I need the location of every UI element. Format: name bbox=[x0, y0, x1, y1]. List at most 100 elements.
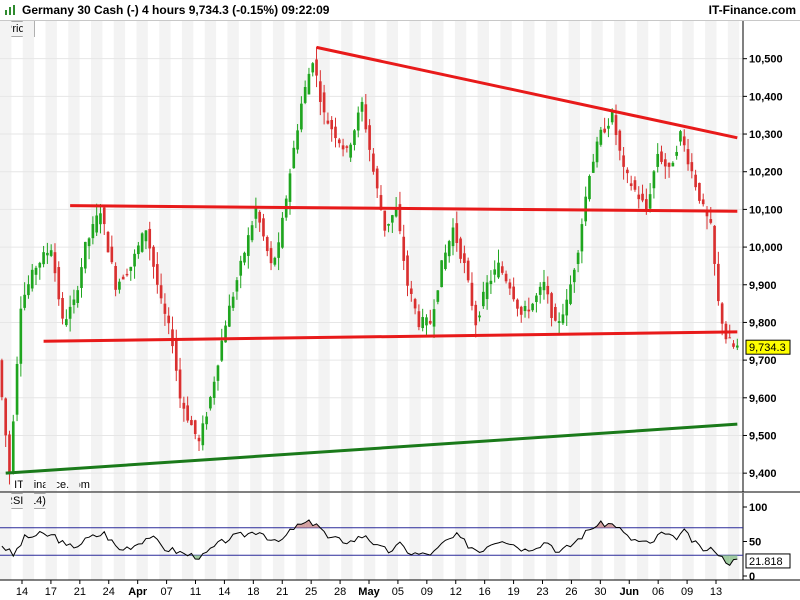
candle-body bbox=[637, 194, 641, 200]
candle bbox=[148, 221, 152, 261]
grid-band bbox=[136, 21, 148, 492]
candle bbox=[19, 296, 23, 377]
candle-body bbox=[356, 112, 360, 131]
candle-body bbox=[114, 265, 117, 290]
candle bbox=[599, 126, 603, 147]
candle bbox=[356, 106, 360, 138]
candle-body bbox=[565, 299, 569, 316]
candle bbox=[337, 137, 341, 148]
candle bbox=[603, 117, 606, 134]
rsi-oversold-fill bbox=[729, 555, 734, 566]
y-tick-label: 10,100 bbox=[749, 204, 783, 216]
candle-body bbox=[398, 204, 402, 232]
candle bbox=[254, 197, 258, 229]
grid-band bbox=[568, 21, 580, 492]
grid-band bbox=[90, 21, 103, 492]
candle bbox=[413, 297, 417, 315]
candle-body bbox=[554, 306, 557, 321]
candle-body bbox=[618, 130, 622, 151]
grid-band bbox=[386, 21, 399, 492]
candle bbox=[364, 93, 368, 133]
candle-body bbox=[27, 284, 30, 296]
candle-body bbox=[690, 162, 694, 172]
candle-body bbox=[512, 286, 515, 300]
candle-body bbox=[300, 103, 303, 130]
candle bbox=[463, 245, 466, 274]
candle-body bbox=[660, 151, 663, 162]
candle-body bbox=[201, 423, 205, 446]
x-tick-label: 16 bbox=[479, 586, 491, 598]
rsi-oversold-fill bbox=[199, 555, 203, 560]
candle bbox=[554, 303, 557, 322]
candle bbox=[322, 84, 326, 125]
grid-band bbox=[204, 493, 217, 580]
candle bbox=[42, 245, 45, 268]
candle-body bbox=[538, 286, 542, 295]
candle-body bbox=[482, 291, 485, 307]
candle bbox=[701, 193, 705, 207]
candle bbox=[417, 304, 421, 331]
y-tick-label: 10,300 bbox=[749, 129, 783, 141]
candle-body bbox=[239, 260, 243, 276]
candle-body bbox=[375, 168, 379, 189]
x-tick-label: 14 bbox=[218, 586, 230, 598]
candle-body bbox=[38, 262, 42, 268]
candle bbox=[372, 148, 375, 175]
candle-body bbox=[557, 321, 561, 323]
candle bbox=[46, 242, 49, 264]
candle bbox=[576, 250, 580, 273]
candle-body bbox=[57, 267, 61, 300]
candle bbox=[421, 308, 425, 332]
y-tick-label: 9,900 bbox=[749, 280, 777, 292]
x-tick-label: Jun bbox=[619, 586, 639, 598]
candle bbox=[144, 230, 148, 250]
rsi-tick-label: 100 bbox=[749, 502, 767, 514]
candle bbox=[125, 268, 129, 277]
candle bbox=[68, 295, 72, 332]
candle-body bbox=[220, 340, 224, 361]
grid-band bbox=[545, 493, 558, 580]
candle-body bbox=[679, 131, 682, 142]
candle bbox=[235, 277, 239, 300]
candle-body bbox=[49, 250, 53, 256]
grid-band bbox=[341, 21, 353, 492]
grid-band bbox=[500, 21, 512, 492]
candle-body bbox=[80, 267, 83, 288]
candle-body bbox=[413, 299, 417, 309]
x-tick-label: 13 bbox=[710, 586, 722, 598]
y-tick-label: 10,200 bbox=[749, 167, 783, 179]
candle bbox=[76, 285, 80, 308]
candle-body bbox=[713, 225, 716, 264]
candle-body bbox=[0, 360, 4, 398]
candle-body bbox=[121, 276, 125, 280]
candle-body bbox=[281, 217, 284, 248]
candle bbox=[425, 314, 428, 335]
candle-body bbox=[497, 262, 500, 278]
grid-band bbox=[500, 493, 512, 580]
rsi-tick-label: 0 bbox=[749, 571, 755, 583]
candle-body bbox=[455, 223, 459, 244]
candle bbox=[550, 291, 553, 327]
candle-body bbox=[250, 225, 254, 241]
candle-body bbox=[580, 224, 584, 252]
candle bbox=[698, 182, 701, 204]
candle bbox=[436, 290, 440, 305]
candle-body bbox=[19, 308, 23, 364]
grid-band bbox=[22, 21, 35, 492]
candle-body bbox=[698, 182, 701, 201]
candle-body bbox=[205, 416, 208, 425]
y-tick-label: 9,800 bbox=[749, 317, 777, 329]
candle-body bbox=[682, 136, 686, 146]
grid-band bbox=[341, 493, 353, 580]
candle-body bbox=[262, 218, 265, 237]
candle bbox=[637, 186, 641, 209]
candle-body bbox=[387, 223, 390, 226]
candle bbox=[451, 218, 455, 256]
grid-band bbox=[682, 493, 694, 580]
candle-body bbox=[292, 147, 296, 169]
rsi-overbought-fill bbox=[608, 523, 613, 528]
candle bbox=[387, 223, 390, 233]
candle-body bbox=[11, 421, 15, 472]
candle bbox=[178, 357, 182, 408]
x-tick-label: 12 bbox=[450, 586, 462, 598]
